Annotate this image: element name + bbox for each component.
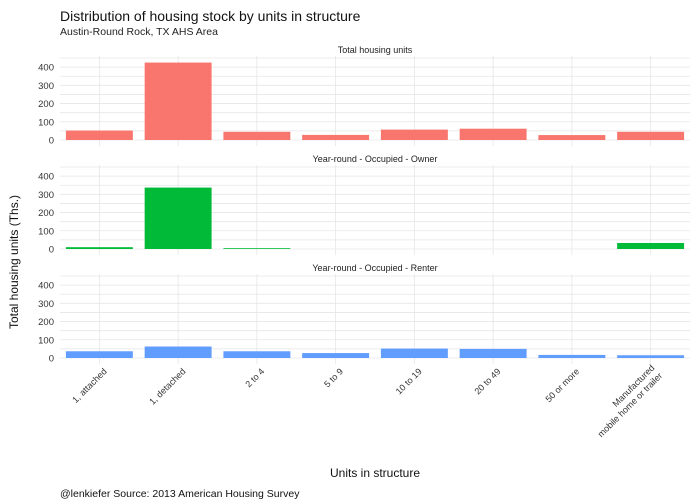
bar — [65, 130, 133, 140]
x-tick-label: 50 or more — [543, 366, 581, 404]
chart-subtitle: Austin-Round Rock, TX AHS Area — [60, 26, 218, 38]
x-axis-tick-labels: 1, attached 1, detached 2 to 4 5 to 9 10 to … — [70, 363, 664, 439]
panel-2: Year-round - Occupied - Owner 0 100 200 300 4… — [38, 154, 690, 256]
bar — [380, 129, 448, 140]
bar — [223, 248, 291, 249]
bar — [459, 128, 527, 140]
x-tick-label: Manufacturedmobile home or trailer — [588, 363, 664, 439]
x-tick-label: 2 to 4 — [243, 366, 266, 389]
x-tick-label: 5 to 9 — [322, 366, 345, 389]
bar — [617, 131, 685, 140]
y-tick-label: 300 — [38, 190, 54, 201]
panel-1: Total housing units 0 100 200 300 400 — [38, 45, 690, 147]
y-tick-label: 100 — [38, 117, 54, 128]
y-tick-label: 100 — [38, 226, 54, 237]
chart-caption: @lenkiefer Source: 2013 American Housing… — [60, 488, 300, 500]
x-tick-label: 1, detached — [147, 366, 187, 406]
bar — [538, 354, 606, 358]
y-tick-label: 0 — [49, 136, 54, 147]
y-tick-label: 100 — [38, 335, 54, 346]
chart-panels: Total housing units0100200300400Year-rou… — [38, 45, 690, 365]
x-axis-title: Units in structure — [330, 466, 420, 480]
bar — [302, 134, 370, 140]
x-tick-label: 20 to 49 — [472, 366, 502, 396]
y-tick-label: 0 — [49, 354, 54, 365]
y-tick-label: 0 — [49, 245, 54, 256]
y-tick-label: 300 — [38, 299, 54, 310]
bar — [65, 351, 133, 358]
y-tick-label: 200 — [38, 208, 54, 219]
bar — [459, 348, 527, 358]
bar — [223, 131, 291, 140]
y-axis-title: Total housing units (Ths.) — [7, 195, 21, 329]
bar — [302, 353, 370, 358]
panel-strip-label: Year-round - Occupied - Owner — [313, 154, 438, 164]
panel-strip-label: Year-round - Occupied - Renter — [312, 263, 437, 273]
y-tick-label: 300 — [38, 81, 54, 92]
bar — [144, 62, 212, 140]
y-tick-label: 400 — [38, 172, 54, 183]
bar — [617, 355, 685, 358]
bar — [223, 351, 291, 358]
y-tick-label: 200 — [38, 99, 54, 110]
bar — [65, 247, 133, 249]
y-tick-label: 400 — [38, 281, 54, 292]
x-tick-label: 1, attached — [70, 366, 109, 405]
bar — [617, 242, 685, 249]
chart-title: Distribution of housing stock by units i… — [60, 8, 361, 24]
panel-strip-label: Total housing units — [338, 45, 413, 55]
panel-3: Year-round - Occupied - Renter 0 100 200 300… — [38, 263, 690, 365]
y-tick-label: 400 — [38, 63, 54, 74]
bar — [380, 348, 448, 358]
bar — [538, 135, 606, 140]
bar — [144, 187, 212, 249]
y-tick-label: 200 — [38, 317, 54, 328]
x-tick-label: 10 to 19 — [394, 366, 424, 396]
bar — [144, 346, 212, 358]
